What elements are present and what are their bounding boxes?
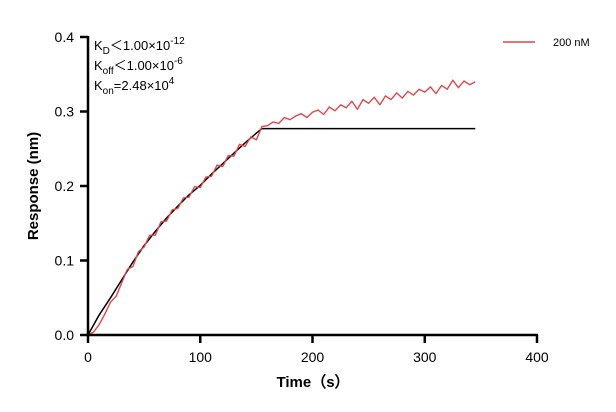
y-tick-label: 0.2 [55, 178, 75, 194]
x-tick-label: 200 [301, 349, 325, 365]
annotation-sup: -6 [174, 56, 183, 67]
series-line-200nM [87, 79, 476, 336]
legend: 200 nM [503, 37, 590, 49]
annotation-line: Koff＜1.00×10-6 [94, 56, 183, 77]
x-axis-label: Time（s） [276, 373, 349, 391]
y-tick-label: 0.0 [55, 327, 75, 343]
y-tick-label: 0.3 [55, 104, 75, 120]
fit-curve-line [87, 127, 476, 336]
x-tick-label: 100 [189, 349, 213, 365]
annotation-sub: D [103, 46, 110, 57]
annotation-rel: ＜1.00×10 [114, 58, 174, 73]
annotation-line: Kon=2.48×104 [94, 76, 175, 97]
annotation-rel: ＜1.00×10 [110, 38, 170, 53]
x-tick-label: 400 [525, 349, 549, 365]
y-tick-label: 0.1 [55, 253, 75, 269]
x-tick-label: 300 [413, 349, 437, 365]
x-tick-label: 0 [84, 349, 92, 365]
x-ticks: 0 100 200 300 400 [84, 335, 549, 365]
annotation-line: KD＜1.00×10-12 [94, 36, 185, 57]
annotation-sub: on [103, 86, 114, 97]
annotation-main: K [94, 38, 103, 53]
annotation-main: K [94, 58, 103, 73]
annotation-sub: off [103, 66, 114, 77]
annotation-main: K [94, 78, 103, 93]
annotation-sup: -12 [170, 36, 185, 47]
annotation-rel: =2.48×10 [114, 78, 169, 93]
y-tick-label: 0.4 [55, 29, 75, 45]
plot-area [87, 79, 476, 336]
legend-label: 200 nM [553, 37, 590, 49]
y-ticks: 0.0 0.1 0.2 0.3 0.4 [55, 29, 88, 343]
annotation-sup: 4 [169, 76, 175, 87]
y-axis-label: Response (nm) [25, 132, 42, 240]
